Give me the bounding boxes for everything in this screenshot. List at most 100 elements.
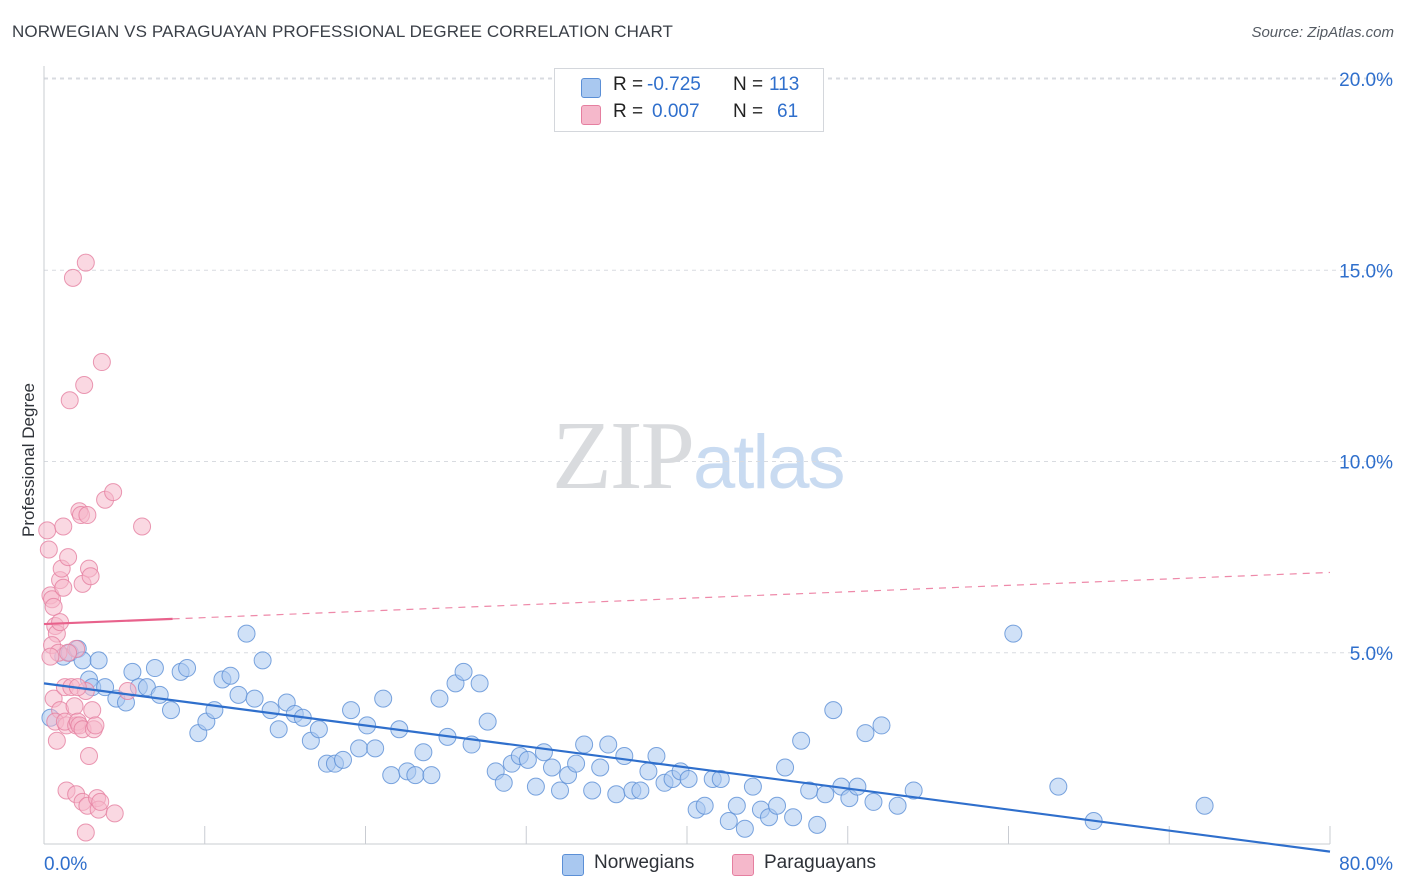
norwegian-point xyxy=(768,796,787,815)
norwegian-point xyxy=(269,720,288,739)
x-tick-label: 0.0% xyxy=(44,854,87,875)
norwegian-point xyxy=(792,731,811,750)
norwegian-point xyxy=(808,815,827,834)
paraguayan-point xyxy=(76,823,95,842)
paraguayan-point xyxy=(78,506,97,525)
norwegian-point xyxy=(454,662,473,681)
y-tick-label: 20.0% xyxy=(1339,70,1393,91)
paraguayan-point xyxy=(38,521,57,540)
norwegian-point xyxy=(848,777,867,796)
paraguayan-point xyxy=(63,268,82,287)
norwegian-point xyxy=(245,689,264,708)
norwegian-point xyxy=(824,701,843,720)
paraguayan-point xyxy=(47,731,66,750)
paraguayan-point xyxy=(65,697,84,716)
paraguayan-point xyxy=(104,483,123,502)
norwegian-point xyxy=(679,769,698,788)
paraguayan-point xyxy=(105,804,124,823)
norwegian-point xyxy=(221,666,240,685)
paraguayan-point xyxy=(60,391,79,410)
paraguayan-point xyxy=(81,567,100,586)
paraguayan-point xyxy=(92,353,111,372)
norwegian-point xyxy=(89,651,108,670)
norwegian-point xyxy=(261,701,280,720)
norwegian-point xyxy=(406,766,425,785)
source-credit: Source: ZipAtlas.com xyxy=(1251,24,1394,41)
bottom-legend-label: Paraguayans xyxy=(764,852,876,873)
legend-swatch-blue xyxy=(581,78,601,98)
norwegian-point xyxy=(735,819,754,838)
legend-row-paraguayans: R = 0.007 N = 61 xyxy=(555,101,823,127)
legend-row-norwegians: R = -0.725 N = 113 xyxy=(555,74,823,100)
norwegian-point xyxy=(1049,777,1068,796)
norwegian-point xyxy=(253,651,272,670)
paraguayan-trend-line-solid xyxy=(43,617,173,626)
norwegian-point xyxy=(719,812,738,831)
legend-r-label: R = xyxy=(613,74,644,95)
paraguayan-point xyxy=(80,747,99,766)
legend-n-label: N = xyxy=(733,74,764,95)
legend-n-value: 113 xyxy=(769,74,800,95)
paraguayan-point xyxy=(44,597,63,616)
paraguayan-point xyxy=(133,517,152,536)
norwegian-point xyxy=(478,712,497,731)
bottom-legend-swatch-blue xyxy=(562,854,584,876)
norwegian-point xyxy=(350,739,369,758)
norwegian-trend-line xyxy=(43,682,1331,853)
norwegian-point xyxy=(237,624,256,643)
norwegian-point xyxy=(591,758,610,777)
paraguayan-trend-line-dashed xyxy=(172,571,1331,620)
norwegian-point xyxy=(639,762,658,781)
norwegian-point xyxy=(727,796,746,815)
norwegian-point xyxy=(776,758,795,777)
norwegian-point xyxy=(333,750,352,769)
paraguayan-point xyxy=(54,578,73,597)
paraguayan-point xyxy=(86,716,105,735)
norwegian-point xyxy=(856,724,875,743)
norwegian-point xyxy=(864,792,883,811)
norwegian-point xyxy=(366,739,385,758)
norwegian-point xyxy=(470,674,489,693)
norwegian-point xyxy=(526,777,545,796)
norwegian-point xyxy=(518,750,537,769)
x-tick-label: 80.0% xyxy=(1339,854,1393,875)
norwegian-point xyxy=(229,685,248,704)
bottom-legend-label: Norwegians xyxy=(594,852,695,873)
chart-title: NORWEGIAN VS PARAGUAYAN PROFESSIONAL DEG… xyxy=(12,22,674,41)
paraguayan-point xyxy=(59,548,78,567)
norwegian-point xyxy=(309,720,328,739)
norwegian-point xyxy=(583,781,602,800)
norwegian-point xyxy=(178,659,197,678)
norwegian-point xyxy=(904,781,923,800)
paraguayan-point xyxy=(76,253,95,272)
norwegian-point xyxy=(599,735,618,754)
legend-r-label: R = xyxy=(613,101,644,122)
norwegian-point xyxy=(382,766,401,785)
norwegian-point xyxy=(542,758,561,777)
y-tick-label: 15.0% xyxy=(1339,261,1393,282)
norwegian-point xyxy=(607,785,626,804)
bottom-legend-swatch-pink xyxy=(732,854,754,876)
norwegian-point xyxy=(1004,624,1023,643)
legend-n-label: N = xyxy=(733,101,764,122)
norwegian-point xyxy=(494,773,513,792)
norwegian-point xyxy=(1195,796,1214,815)
norwegian-point xyxy=(711,769,730,788)
norwegian-point xyxy=(150,685,169,704)
correlation-legend: R = -0.725 N = 113 R = 0.007 N = 61 xyxy=(554,68,824,132)
norwegian-point xyxy=(551,781,570,800)
paraguayan-point xyxy=(59,643,78,662)
legend-swatch-pink xyxy=(581,105,601,125)
paraguayan-point xyxy=(41,647,60,666)
norwegian-point xyxy=(374,689,393,708)
norwegian-point xyxy=(872,716,891,735)
norwegian-point xyxy=(888,796,907,815)
norwegian-point xyxy=(534,743,553,762)
norwegian-point xyxy=(816,785,835,804)
norwegian-point xyxy=(631,781,650,800)
paraguayan-point xyxy=(39,540,58,559)
norwegian-point xyxy=(615,747,634,766)
norwegian-point xyxy=(422,766,441,785)
norwegian-point xyxy=(784,808,803,827)
